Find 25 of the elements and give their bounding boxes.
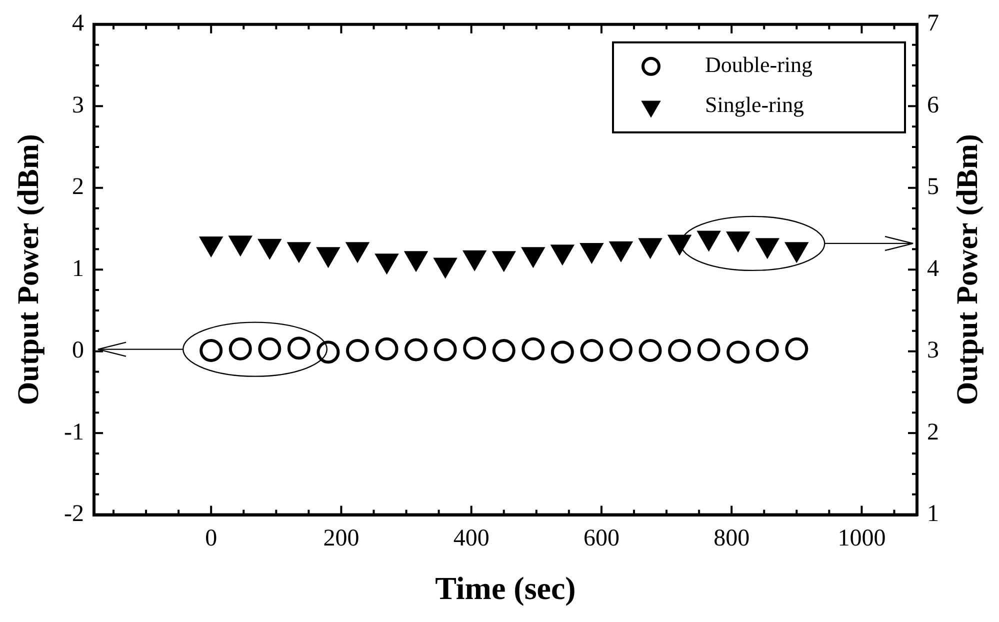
y2-axis-title: Output Power (dBm) xyxy=(950,134,984,406)
y2-tick-label: 1 xyxy=(927,501,939,528)
y2-tick-label: 4 xyxy=(927,256,939,282)
y2-tick-label: 6 xyxy=(927,92,939,118)
y2-tick-label: 5 xyxy=(927,174,939,200)
legend-label: Double-ring xyxy=(705,52,813,78)
x-tick-label: 1000 xyxy=(838,525,886,552)
x-tick-label: 200 xyxy=(323,525,360,552)
legend-label: Single-ring xyxy=(705,92,804,118)
x-tick-label: 0 xyxy=(205,525,218,552)
y2-tick-label: 3 xyxy=(927,338,939,364)
y2-tick-label: 2 xyxy=(927,419,939,446)
x-axis-title: Time (sec) xyxy=(435,570,576,606)
y-tick-label: 3 xyxy=(72,92,84,118)
y-tick-label: 1 xyxy=(72,256,84,282)
x-tick-label: 800 xyxy=(714,525,750,552)
y-tick-label: 2 xyxy=(72,174,84,200)
y-tick-label: 0 xyxy=(72,338,84,364)
x-tick-label: 400 xyxy=(453,525,490,552)
x-tick-label: 600 xyxy=(583,525,620,552)
y-tick-label: -2 xyxy=(64,501,84,528)
y-axis-title: Output Power (dBm) xyxy=(12,134,45,406)
y2-tick-label: 7 xyxy=(927,10,939,37)
y-tick-label: -1 xyxy=(64,419,84,446)
y-tick-label: 4 xyxy=(72,10,84,37)
